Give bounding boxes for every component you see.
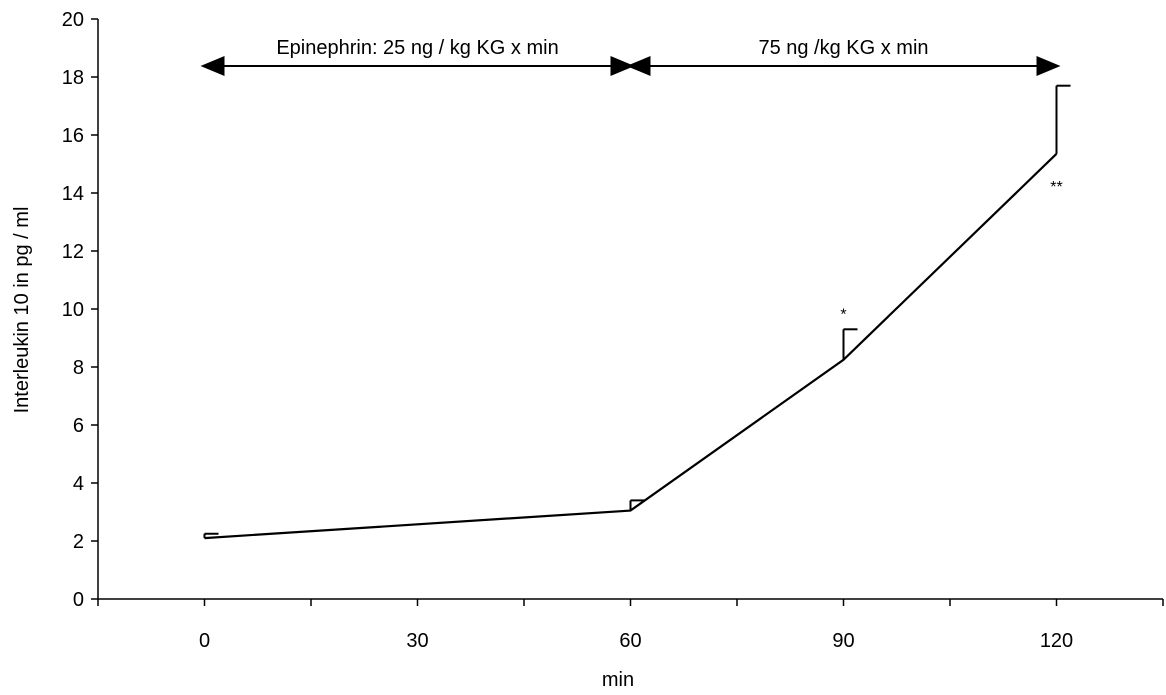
y-tick-label: 0 bbox=[73, 589, 84, 611]
y-tick-label: 6 bbox=[73, 415, 84, 437]
significance-marker: ** bbox=[1050, 179, 1062, 196]
y-tick-label: 14 bbox=[62, 183, 84, 205]
y-tick-label: 16 bbox=[62, 125, 84, 147]
x-tick-label: 30 bbox=[406, 630, 428, 652]
dose-label: 75 ng /kg KG x min bbox=[758, 37, 928, 59]
dose-label: Epinephrin: 25 ng / kg KG x min bbox=[276, 37, 558, 59]
y-tick-label: 20 bbox=[62, 9, 84, 31]
x-tick-label: 120 bbox=[1040, 630, 1073, 652]
y-tick-label: 2 bbox=[73, 531, 84, 553]
dose-annotations: Epinephrin: 25 ng / kg KG x min 75 ng /kg… bbox=[200, 36, 1061, 76]
x-tick-label: 90 bbox=[832, 630, 854, 652]
dose-label-background bbox=[273, 36, 562, 60]
significance-marker: * bbox=[840, 306, 846, 323]
x-tick-label: 0 bbox=[199, 630, 210, 652]
x-tick-label: 60 bbox=[619, 630, 641, 652]
y-tick-label: 8 bbox=[73, 357, 84, 379]
dose-arrow-head-left bbox=[626, 56, 651, 76]
x-axis-ticks: 0 30 60 90 120 bbox=[97, 599, 1164, 652]
x-axis-label: min bbox=[602, 669, 634, 691]
series-group bbox=[203, 84, 1071, 540]
y-tick-label: 4 bbox=[73, 473, 84, 495]
dose-label-background bbox=[755, 36, 932, 60]
dose-arrow-head-right bbox=[1036, 56, 1061, 76]
dose-arrow-head-right bbox=[610, 56, 635, 76]
y-tick-label: 12 bbox=[62, 241, 84, 263]
y-tick-label: 10 bbox=[62, 299, 84, 321]
dose-arrow-head-left bbox=[200, 56, 225, 76]
y-axis-ticks: 0 2 4 6 8 10 12 14 16 18 20 bbox=[62, 9, 98, 611]
significance-markers: *** bbox=[840, 179, 1062, 323]
y-axis-label: Interleukin 10 in pg / ml bbox=[11, 207, 33, 414]
y-tick-label: 18 bbox=[62, 67, 84, 89]
series-line bbox=[204, 153, 1058, 540]
